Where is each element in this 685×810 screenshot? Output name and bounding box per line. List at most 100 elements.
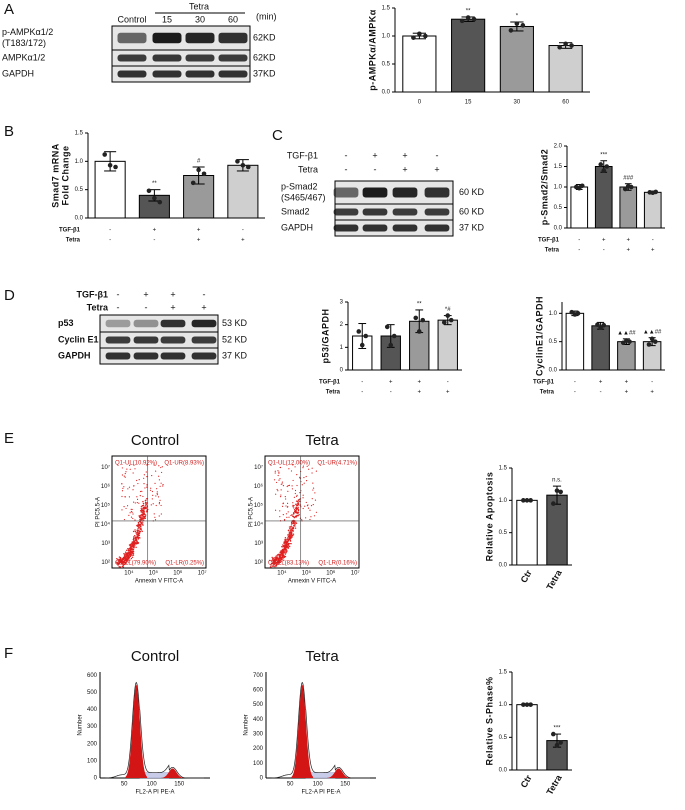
panel-letter: F — [4, 645, 13, 662]
event-dot — [293, 509, 296, 511]
event-dot — [118, 558, 121, 561]
event-dot — [292, 479, 294, 482]
event-dot — [137, 521, 140, 524]
event-dot — [270, 560, 273, 562]
event-dot — [278, 556, 281, 558]
replicate-point — [521, 498, 526, 503]
event-dot — [295, 510, 297, 513]
event-dot — [298, 514, 300, 516]
condition-sign: + — [602, 238, 606, 244]
y-tick-label: 0.5 — [499, 735, 508, 741]
x-tick-label: 50 — [121, 782, 128, 788]
condition-sign: + — [389, 380, 393, 386]
event-dot — [141, 505, 143, 507]
y-axis-label: Number — [78, 714, 84, 735]
event-dot — [274, 556, 276, 559]
event-dot — [131, 511, 133, 513]
event-dot — [296, 484, 298, 487]
bar — [617, 341, 636, 371]
y-tick-label: 10⁷ — [101, 464, 110, 471]
event-dot — [280, 489, 282, 491]
event-dot — [129, 468, 131, 470]
y-tick-label: 0.0 — [549, 368, 558, 374]
significance-label: *# — [445, 307, 451, 313]
event-dot — [135, 543, 138, 545]
event-dot — [127, 558, 130, 560]
blot-band — [105, 336, 131, 344]
y-tick-label: 10³ — [254, 541, 263, 547]
event-dot — [279, 516, 281, 518]
event-dot — [118, 566, 120, 568]
event-dot — [123, 561, 126, 564]
event-dot — [128, 496, 131, 498]
event-dot — [116, 562, 118, 564]
event-dot — [286, 506, 289, 508]
event-dot — [274, 559, 276, 561]
condition-sign: + — [402, 150, 407, 160]
y-tick-label: 3 — [340, 300, 344, 306]
event-dot — [287, 537, 289, 539]
replicate-point — [598, 162, 604, 167]
replicate-point — [601, 322, 607, 328]
event-dot — [292, 464, 294, 466]
event-dot — [138, 523, 141, 526]
replicate-point — [245, 164, 251, 170]
event-dot — [306, 480, 308, 482]
y-tick-label: 600 — [87, 673, 98, 679]
event-dot — [313, 515, 316, 517]
y-tick-label: 1.5 — [499, 466, 508, 472]
event-dot — [297, 505, 299, 507]
event-dot — [289, 528, 291, 530]
histogram-outline — [271, 681, 371, 779]
event-dot — [129, 512, 131, 514]
event-dot — [281, 505, 284, 507]
y-tick-label: 100 — [253, 761, 264, 767]
event-dot — [294, 525, 296, 527]
replicate-point — [388, 342, 394, 348]
event-dot — [290, 527, 292, 529]
event-dot — [137, 523, 140, 525]
event-dot — [278, 562, 280, 565]
y-axis-label: p-Smad2/Smad2 — [539, 149, 549, 226]
condition-sign: + — [625, 390, 629, 396]
event-dot — [144, 487, 146, 489]
y-tick-label: 10⁵ — [254, 502, 264, 509]
y-tick-label: 0.5 — [75, 187, 84, 193]
event-dot — [135, 546, 137, 549]
y-tick-label: 0.0 — [499, 768, 508, 774]
x-tick-label: 15 — [465, 100, 472, 106]
event-dot — [156, 491, 158, 493]
event-dot — [312, 489, 314, 491]
blot-band — [152, 54, 182, 62]
event-dot — [129, 559, 131, 561]
event-dot — [133, 547, 135, 549]
event-dot — [132, 472, 134, 474]
event-dot — [123, 475, 125, 477]
event-dot — [284, 537, 287, 539]
y-tick-label: 0 — [94, 776, 98, 782]
significance-label: n.s. — [552, 478, 562, 484]
event-dot — [302, 507, 304, 510]
condition-sign: - — [603, 248, 605, 254]
y-tick-label: 2.0 — [554, 144, 563, 150]
event-dot — [138, 530, 140, 532]
event-dot — [142, 514, 145, 516]
blot-size-label: 60 KD — [459, 206, 485, 216]
event-dot — [149, 489, 152, 491]
significance-label: ** — [466, 9, 471, 15]
condition-sign: - — [574, 390, 576, 396]
event-dot — [143, 474, 145, 476]
event-dot — [285, 541, 287, 544]
y-tick-label: 1.0 — [499, 702, 508, 708]
y-tick-label: 1.0 — [499, 498, 508, 504]
blot-band — [392, 187, 418, 198]
y-tick-label: 1.5 — [499, 670, 508, 676]
event-dot — [138, 526, 140, 529]
replicate-point — [445, 313, 451, 318]
event-dot — [296, 512, 298, 514]
event-dot — [150, 487, 152, 489]
condition-sign: + — [170, 289, 175, 299]
replicate-point — [416, 329, 422, 334]
x-axis-label: FL2-A PI PE-A — [301, 790, 340, 796]
event-dot — [129, 547, 131, 550]
